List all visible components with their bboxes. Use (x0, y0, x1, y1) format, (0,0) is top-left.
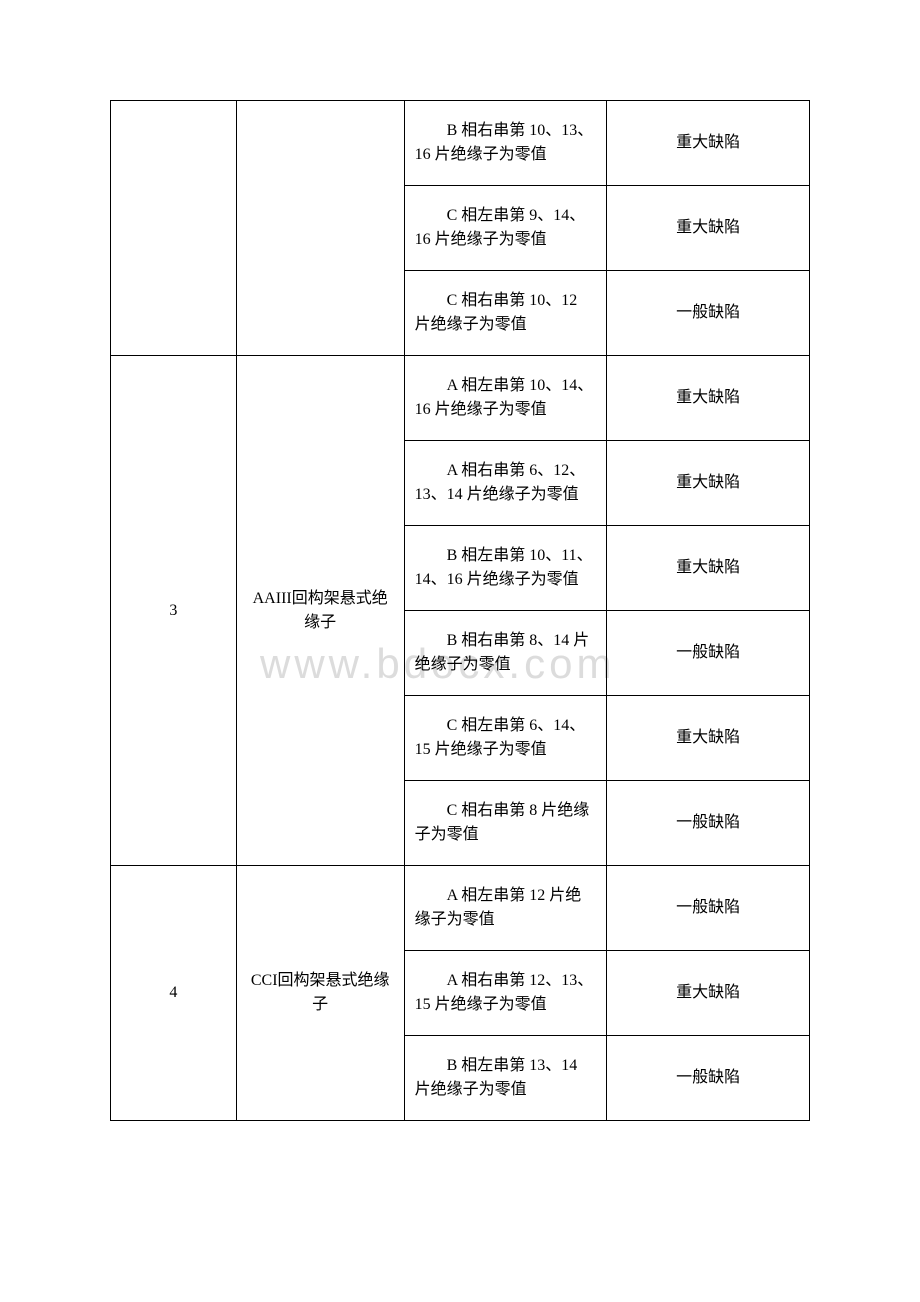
level-cell: 重大缺陷 (607, 951, 810, 1036)
description-cell: A 相右串第 6、12、13、14 片绝缘子为零值 (404, 441, 607, 526)
group-name-cell: CCI回构架悬式绝缘子 (236, 866, 404, 1121)
table-row: 4CCI回构架悬式绝缘子A 相左串第 12 片绝缘子为零值一般缺陷 (111, 866, 810, 951)
description-cell: B 相右串第 10、13、16 片绝缘子为零值 (404, 101, 607, 186)
level-cell: 重大缺陷 (607, 441, 810, 526)
description-text: B 相右串第 8、14 片绝缘子为零值 (415, 629, 597, 677)
description-text: C 相右串第 10、12 片绝缘子为零值 (415, 289, 597, 337)
table-row: 3AAIII回构架悬式绝缘子A 相左串第 10、14、16 片绝缘子为零值重大缺… (111, 356, 810, 441)
description-cell: A 相左串第 12 片绝缘子为零值 (404, 866, 607, 951)
group-id-cell (111, 101, 237, 356)
description-text: C 相左串第 9、14、16 片绝缘子为零值 (415, 204, 597, 252)
description-cell: C 相右串第 10、12 片绝缘子为零值 (404, 271, 607, 356)
level-cell: 一般缺陷 (607, 611, 810, 696)
level-cell: 重大缺陷 (607, 526, 810, 611)
level-cell: 一般缺陷 (607, 866, 810, 951)
level-cell: 一般缺陷 (607, 781, 810, 866)
defect-table: B 相右串第 10、13、16 片绝缘子为零值重大缺陷C 相左串第 9、14、1… (110, 100, 810, 1121)
group-id-cell: 4 (111, 866, 237, 1121)
description-cell: B 相左串第 10、11、14、16 片绝缘子为零值 (404, 526, 607, 611)
table-row: B 相右串第 10、13、16 片绝缘子为零值重大缺陷 (111, 101, 810, 186)
description-cell: C 相左串第 9、14、16 片绝缘子为零值 (404, 186, 607, 271)
description-text: A 相右串第 6、12、13、14 片绝缘子为零值 (415, 459, 597, 507)
description-cell: A 相右串第 12、13、15 片绝缘子为零值 (404, 951, 607, 1036)
description-text: A 相左串第 10、14、16 片绝缘子为零值 (415, 374, 597, 422)
description-text: B 相左串第 13、14 片绝缘子为零值 (415, 1054, 597, 1102)
group-name-cell (236, 101, 404, 356)
description-cell: A 相左串第 10、14、16 片绝缘子为零值 (404, 356, 607, 441)
level-cell: 一般缺陷 (607, 1036, 810, 1121)
level-cell: 重大缺陷 (607, 356, 810, 441)
description-cell: C 相右串第 8 片绝缘子为零值 (404, 781, 607, 866)
description-text: B 相左串第 10、11、14、16 片绝缘子为零值 (415, 544, 597, 592)
description-text: A 相左串第 12 片绝缘子为零值 (415, 884, 597, 932)
description-text: A 相右串第 12、13、15 片绝缘子为零值 (415, 969, 597, 1017)
level-cell: 重大缺陷 (607, 101, 810, 186)
group-id-cell: 3 (111, 356, 237, 866)
description-text: C 相右串第 8 片绝缘子为零值 (415, 799, 597, 847)
description-cell: C 相左串第 6、14、15 片绝缘子为零值 (404, 696, 607, 781)
level-cell: 一般缺陷 (607, 271, 810, 356)
description-text: B 相右串第 10、13、16 片绝缘子为零值 (415, 119, 597, 167)
group-name-cell: AAIII回构架悬式绝缘子 (236, 356, 404, 866)
description-cell: B 相右串第 8、14 片绝缘子为零值 (404, 611, 607, 696)
level-cell: 重大缺陷 (607, 186, 810, 271)
description-text: C 相左串第 6、14、15 片绝缘子为零值 (415, 714, 597, 762)
level-cell: 重大缺陷 (607, 696, 810, 781)
description-cell: B 相左串第 13、14 片绝缘子为零值 (404, 1036, 607, 1121)
